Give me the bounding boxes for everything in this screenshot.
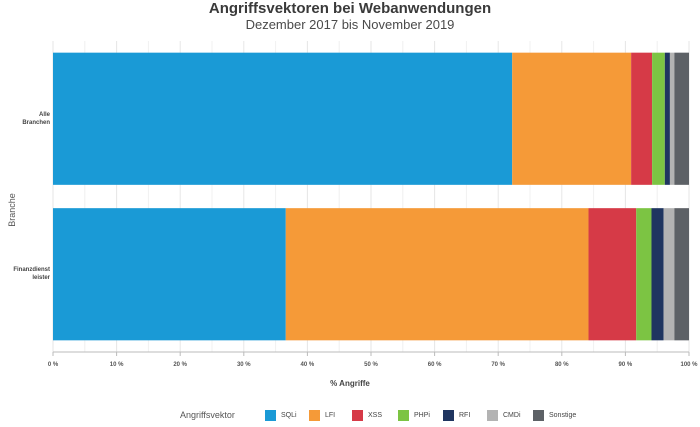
legend-label: PHPi xyxy=(414,411,430,419)
legend-label: CMDi xyxy=(503,411,521,419)
legend-label: XSS xyxy=(368,411,383,419)
bar-segment-cmdi xyxy=(669,52,675,185)
legend-label: Sonstige xyxy=(549,411,577,419)
legend-item-cmdi: CMDi xyxy=(487,408,521,422)
bar-segment-sqli xyxy=(53,52,513,185)
legend-label: LFI xyxy=(325,411,336,419)
legend-label: RFI xyxy=(459,411,471,419)
bar-segment-rfi xyxy=(651,208,664,341)
bar-segment-xss xyxy=(588,208,637,341)
bar-segment-cmdi xyxy=(663,208,675,341)
category-label: Alle Branchen xyxy=(22,111,50,126)
bar-chart: 0 % 10 % 20 % 30 % 40 % 50 % 60 % 70 % 80 % 90 % 1… xyxy=(48,41,698,368)
legend-item-sqli: SQLi xyxy=(265,408,297,422)
bar-segment-xss xyxy=(631,52,653,185)
x-tick-label: 100 % xyxy=(680,362,698,368)
x-axis-label: % Angriffe xyxy=(330,379,370,388)
bar-segment-lfi xyxy=(285,208,589,341)
bar-segment-sonstige xyxy=(674,52,689,185)
legend-swatch xyxy=(352,409,363,421)
chart-subtitle: Dezember 2017 bis November 2019 xyxy=(245,17,455,32)
bar-segment-sqli xyxy=(53,208,286,341)
x-tick-label: 60 % xyxy=(428,362,442,368)
x-tick-label: 90 % xyxy=(619,362,633,368)
legend: Angriffsvektor SQLi LFI XSS PHPi RFI CMDi Sons… xyxy=(0,408,700,424)
x-tick-label: 50 % xyxy=(364,362,378,368)
x-tick-label: 30 % xyxy=(237,362,251,368)
chart-title: Angriffsvektoren bei Webanwendungen xyxy=(208,0,492,17)
x-tick-label: 20 % xyxy=(173,362,187,368)
x-tick-label: 0 % xyxy=(48,362,59,368)
bar-segment-lfi xyxy=(512,52,632,185)
legend-item-sonstige: Sonstige xyxy=(533,408,576,422)
legend-swatch xyxy=(265,409,276,421)
bar-segment-phpi xyxy=(652,52,665,185)
bar-segment-rfi xyxy=(664,52,670,185)
x-tick-label: 10 % xyxy=(110,362,124,368)
legend-item-phpi: PHPi xyxy=(398,408,430,422)
legend-title: Angriffsvektor xyxy=(180,410,235,420)
legend-swatch xyxy=(398,409,409,421)
legend-item-rfi: RFI xyxy=(443,408,470,422)
bar-segment-sonstige xyxy=(674,208,689,341)
bar-segment-phpi xyxy=(636,208,652,341)
legend-item-lfi: LFI xyxy=(309,408,335,422)
category-label: Finanzdienst leister xyxy=(13,267,50,282)
legend-swatch xyxy=(533,409,544,421)
legend-swatch xyxy=(443,409,454,421)
legend-label: SQLi xyxy=(281,411,297,419)
legend-item-xss: XSS xyxy=(352,408,382,422)
legend-swatch xyxy=(309,409,320,421)
x-tick-label: 80 % xyxy=(555,362,569,368)
x-tick-label: 40 % xyxy=(301,362,315,368)
legend-swatch xyxy=(487,409,498,421)
x-tick-label: 70 % xyxy=(491,362,505,368)
